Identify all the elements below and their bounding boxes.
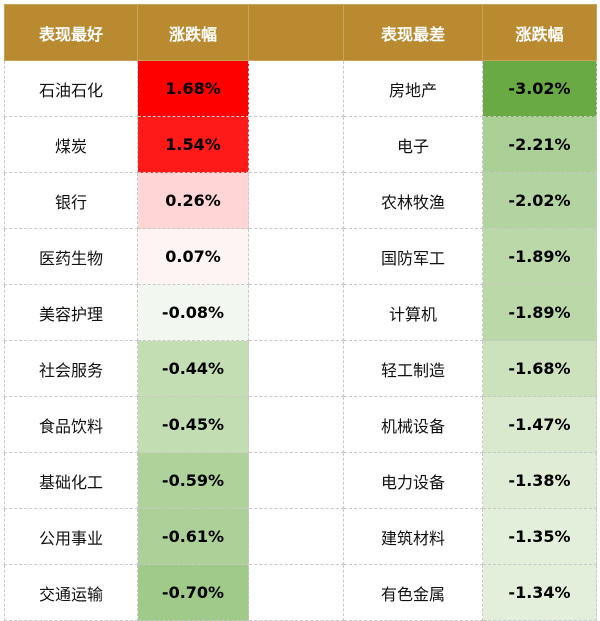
column-spacer (248, 284, 344, 341)
worst-sector-change: -1.34% (482, 564, 597, 621)
column-spacer (248, 228, 344, 285)
performance-table: 表现最好 涨跌幅 表现最差 涨跌幅 石油石化 1.68% 房地产 -3.02% 煤炭 1.… (4, 4, 597, 621)
best-sector-change: 0.26% (137, 172, 249, 229)
best-sector-change: -0.70% (137, 564, 249, 621)
table-row: 社会服务 -0.44% 轻工制造 -1.68% (4, 340, 597, 397)
column-spacer (248, 116, 344, 173)
best-sector-name: 公用事业 (4, 508, 138, 565)
worst-sector-name: 计算机 (343, 284, 483, 341)
best-sector-change: -0.59% (137, 452, 249, 509)
worst-sector-name: 电子 (343, 116, 483, 173)
best-sector-name: 社会服务 (4, 340, 138, 397)
worst-sector-name: 房地产 (343, 60, 483, 117)
worst-sector-name: 机械设备 (343, 396, 483, 453)
worst-sector-name: 国防军工 (343, 228, 483, 285)
worst-sector-change: -1.38% (482, 452, 597, 509)
worst-sector-change: -2.02% (482, 172, 597, 229)
best-sector-change: 1.54% (137, 116, 249, 173)
best-sector-change: -0.61% (137, 508, 249, 565)
worst-sector-change: -2.21% (482, 116, 597, 173)
table-row: 医药生物 0.07% 国防军工 -1.89% (4, 228, 597, 285)
table-row: 美容护理 -0.08% 计算机 -1.89% (4, 284, 597, 341)
table-body: 石油石化 1.68% 房地产 -3.02% 煤炭 1.54% 电子 -2.21% 银行 0.26%… (4, 60, 597, 621)
column-spacer (248, 172, 344, 229)
best-sector-name: 医药生物 (4, 228, 138, 285)
best-sectors-header: 表现最好 (4, 4, 138, 61)
worst-sector-change: -3.02% (482, 60, 597, 117)
header-row: 表现最好 涨跌幅 表现最差 涨跌幅 (4, 4, 597, 61)
worst-sector-name: 轻工制造 (343, 340, 483, 397)
table-row: 基础化工 -0.59% 电力设备 -1.38% (4, 452, 597, 509)
best-sector-change: -0.44% (137, 340, 249, 397)
worst-sector-change: -1.47% (482, 396, 597, 453)
best-sector-change: 0.07% (137, 228, 249, 285)
worst-sector-change: -1.68% (482, 340, 597, 397)
table-row: 交通运输 -0.70% 有色金属 -1.34% (4, 564, 597, 621)
best-sector-change: -0.45% (137, 396, 249, 453)
worst-sector-change: -1.89% (482, 284, 597, 341)
column-spacer (248, 452, 344, 509)
worst-sector-name: 建筑材料 (343, 508, 483, 565)
column-spacer (248, 564, 344, 621)
table-row: 石油石化 1.68% 房地产 -3.02% (4, 60, 597, 117)
column-spacer (248, 508, 344, 565)
table-row: 食品饮料 -0.45% 机械设备 -1.47% (4, 396, 597, 453)
column-spacer (248, 396, 344, 453)
worst-sector-name: 农林牧渔 (343, 172, 483, 229)
best-sector-name: 煤炭 (4, 116, 138, 173)
worst-sector-name: 有色金属 (343, 564, 483, 621)
table-row: 银行 0.26% 农林牧渔 -2.02% (4, 172, 597, 229)
best-sector-name: 食品饮料 (4, 396, 138, 453)
worst-sector-change: -1.89% (482, 228, 597, 285)
best-sector-change: -0.08% (137, 284, 249, 341)
table-row: 公用事业 -0.61% 建筑材料 -1.35% (4, 508, 597, 565)
table-row: 煤炭 1.54% 电子 -2.21% (4, 116, 597, 173)
best-sector-name: 交通运输 (4, 564, 138, 621)
column-spacer (248, 60, 344, 117)
best-change-header: 涨跌幅 (137, 4, 249, 61)
best-sector-name: 美容护理 (4, 284, 138, 341)
worst-sector-change: -1.35% (482, 508, 597, 565)
worst-change-header: 涨跌幅 (482, 4, 597, 61)
best-sector-name: 基础化工 (4, 452, 138, 509)
header-spacer (248, 4, 344, 61)
worst-sectors-header: 表现最差 (343, 4, 483, 61)
worst-sector-name: 电力设备 (343, 452, 483, 509)
best-sector-name: 银行 (4, 172, 138, 229)
column-spacer (248, 340, 344, 397)
best-sector-change: 1.68% (137, 60, 249, 117)
best-sector-name: 石油石化 (4, 60, 138, 117)
